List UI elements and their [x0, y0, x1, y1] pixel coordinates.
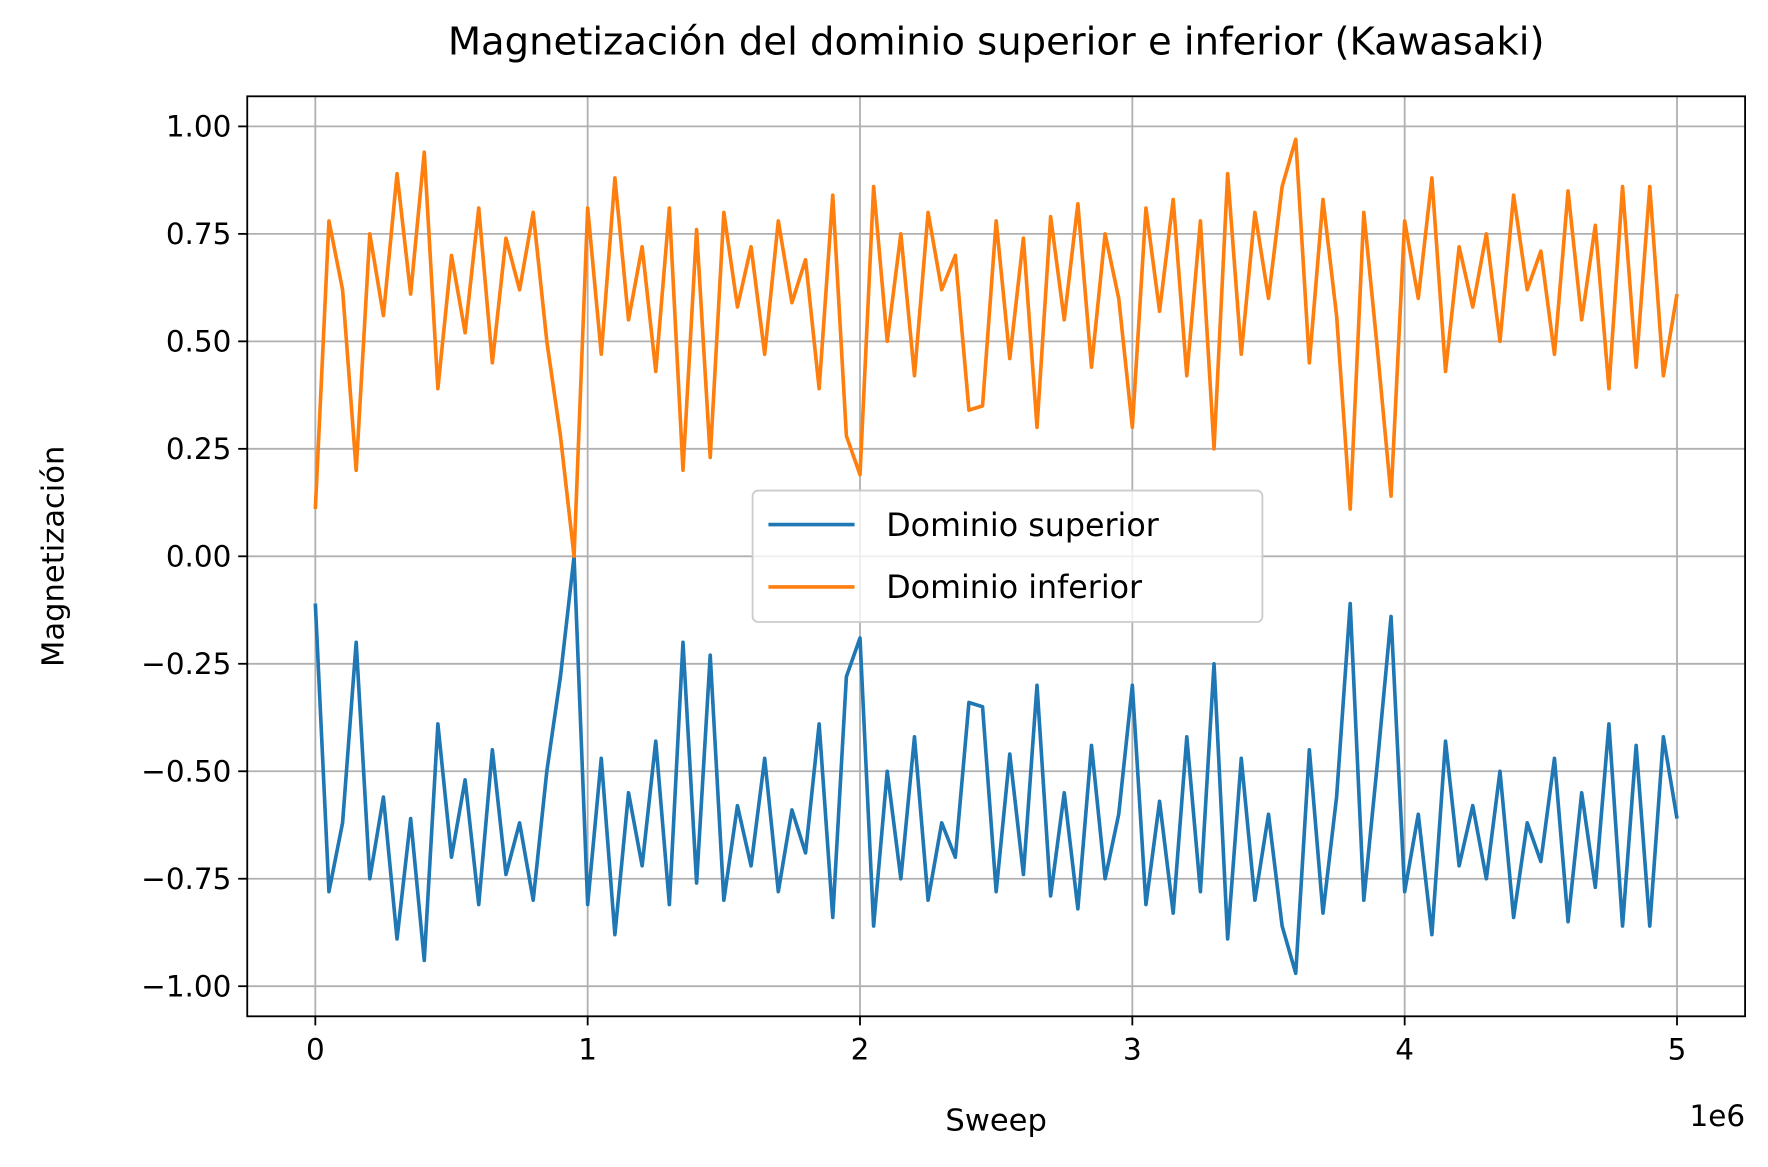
series-line: [313, 137, 1679, 559]
y-tick-label: −1.00: [141, 969, 231, 1003]
legend-box: [751, 489, 1264, 623]
x-tick-label: 0: [306, 1032, 325, 1066]
y-tick-label: 0.00: [166, 540, 232, 574]
x-tick-label: 4: [1395, 1032, 1414, 1066]
y-tick-label: −0.50: [141, 754, 231, 788]
x-tick-label: 3: [1123, 1032, 1142, 1066]
legend: Dominio superior Dominio inferior: [751, 489, 1264, 623]
y-tick-label: −0.75: [141, 862, 231, 896]
x-tick-label: 1: [578, 1032, 597, 1066]
y-tick-label: 1.00: [166, 110, 232, 144]
chart-title: Magnetización del dominio superior e inf…: [448, 19, 1545, 64]
y-tick-label: 0.50: [166, 325, 232, 359]
y-tick-label: −0.25: [141, 647, 231, 681]
y-axis-label: Magnetización: [37, 446, 72, 667]
x-tick-label: 2: [851, 1032, 870, 1066]
y-tick-label: 0.75: [166, 217, 232, 251]
series-line: [313, 554, 1679, 976]
x-axis-label: Sweep: [945, 1104, 1046, 1139]
y-tick-label: 0.25: [166, 432, 232, 466]
x-offset-label: 1e6: [1690, 1099, 1746, 1133]
legend-label: Dominio inferior: [886, 570, 1143, 606]
x-tick-label: 5: [1668, 1032, 1687, 1066]
plot-frame: [246, 95, 1746, 1018]
legend-label: Dominio superior: [886, 508, 1159, 544]
